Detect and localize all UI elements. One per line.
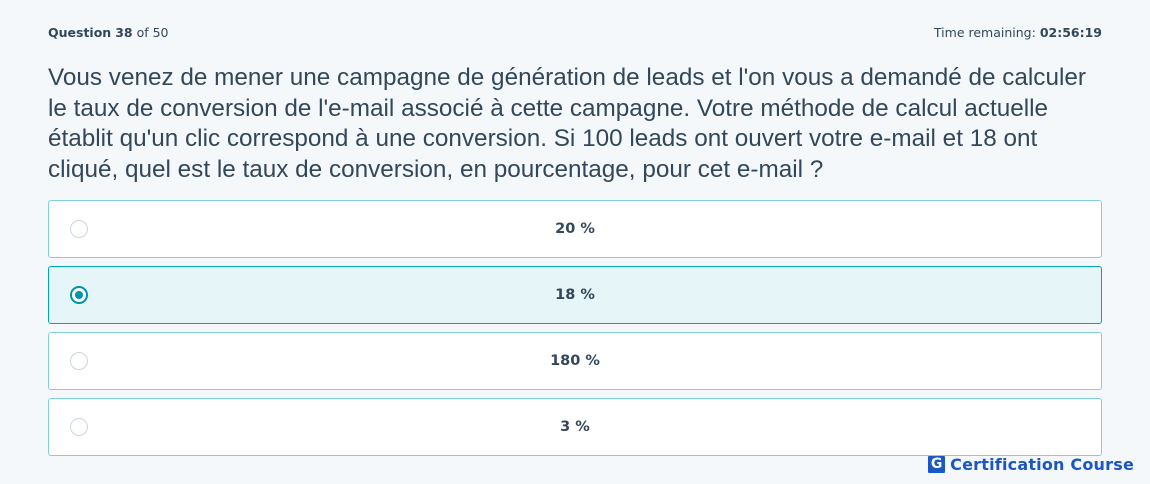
brand-logo: G Certification Course xyxy=(928,454,1134,474)
question-number: 38 xyxy=(115,25,133,40)
answer-list: 20 % 18 % 180 % 3 % xyxy=(48,200,1102,464)
answer-option-1[interactable]: 20 % xyxy=(48,200,1102,258)
time-remaining: Time remaining: 02:56:19 xyxy=(934,24,1102,42)
question-counter: Question 38 of 50 xyxy=(48,24,169,42)
radio-dot-icon xyxy=(75,291,83,299)
question-word: Question xyxy=(48,25,112,40)
quiz-header: Question 38 of 50 Time remaining: 02:56:… xyxy=(48,24,1102,42)
question-total: of 50 xyxy=(136,25,169,40)
brand-name: Certification Course xyxy=(950,454,1134,474)
time-label: Time remaining: xyxy=(933,25,1036,40)
answer-option-2[interactable]: 18 % xyxy=(48,266,1102,324)
radio-button-selected[interactable] xyxy=(70,286,88,304)
answer-label: 3 % xyxy=(560,419,590,435)
answer-option-3[interactable]: 180 % xyxy=(48,332,1102,390)
time-value: 02:56:19 xyxy=(1039,25,1102,40)
answer-label: 180 % xyxy=(550,353,600,369)
radio-button[interactable] xyxy=(70,352,88,370)
answer-label: 20 % xyxy=(555,221,595,237)
brand-mark-icon: G xyxy=(928,455,946,473)
radio-button[interactable] xyxy=(70,418,88,436)
answer-option-4[interactable]: 3 % xyxy=(48,398,1102,456)
radio-button[interactable] xyxy=(70,220,88,238)
question-text: Vous venez de mener une campagne de géné… xyxy=(48,64,1086,183)
answer-label: 18 % xyxy=(555,287,595,303)
